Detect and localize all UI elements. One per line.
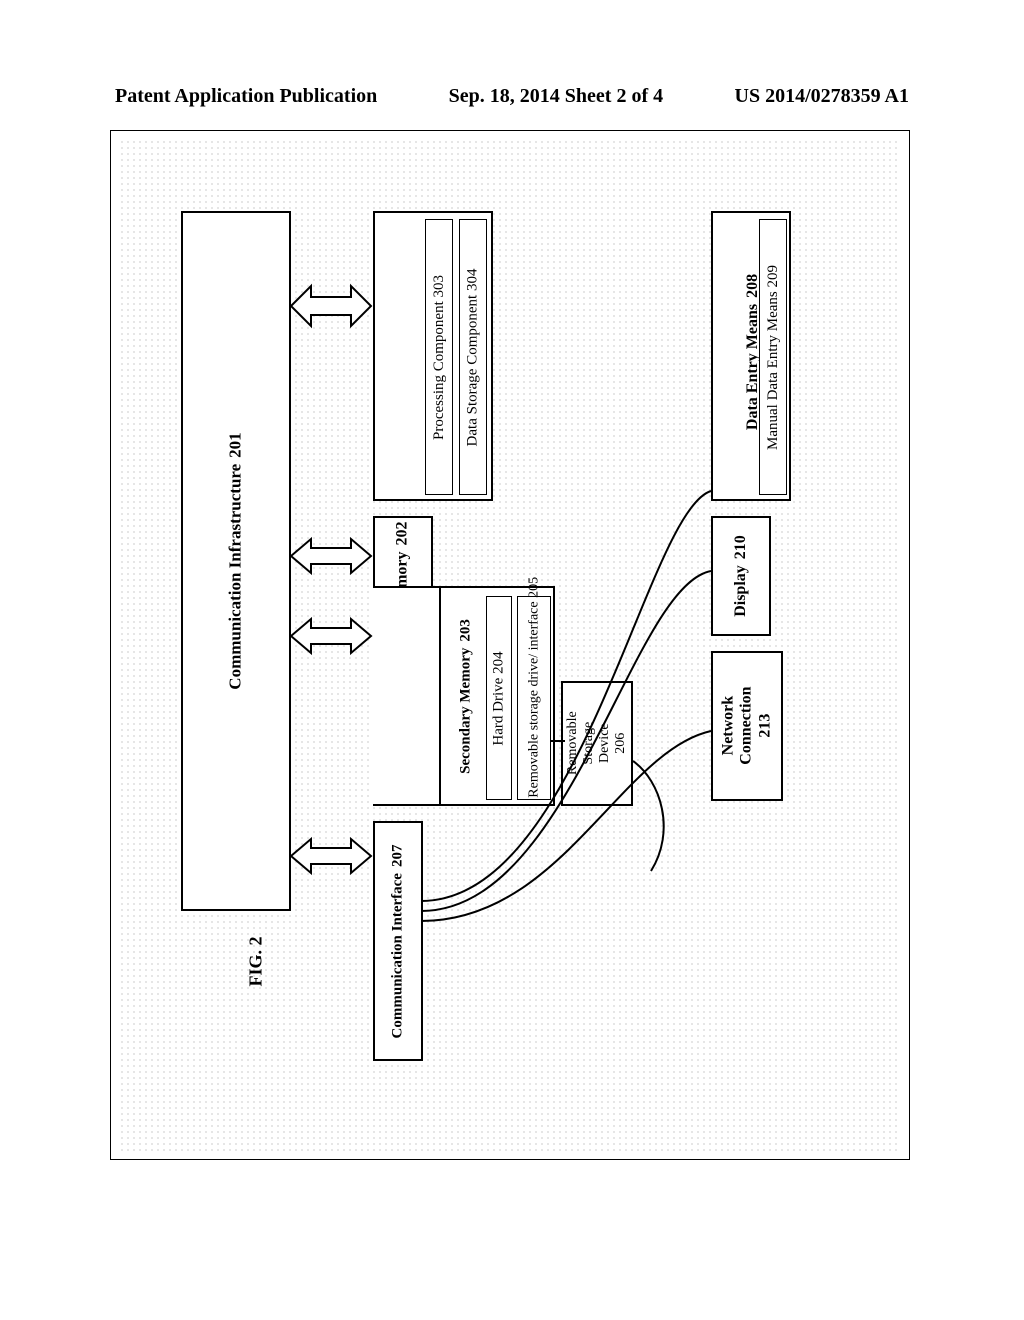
header-left: Patent Application Publication bbox=[115, 85, 377, 108]
network-connection-box: NetworkConnection 213 bbox=[711, 651, 783, 801]
figure-frame: Communication Infrastructure 201 Process… bbox=[110, 130, 910, 1160]
arrow-processor bbox=[291, 271, 371, 341]
curved-links bbox=[421, 431, 721, 921]
comm-interface-num: 207 bbox=[390, 844, 407, 867]
arrow-main-memory bbox=[291, 531, 371, 581]
data-storage-component: Data Storage Component 304 bbox=[465, 268, 482, 446]
manual-entry: Manual Data Entry Means 209 bbox=[765, 265, 782, 450]
figure-label: FIG. 2 bbox=[246, 922, 267, 1002]
page-header: Patent Application Publication Sep. 18, … bbox=[0, 85, 1024, 108]
comm-infra-title: Communication Infrastructure bbox=[226, 464, 246, 690]
display-title: Display bbox=[732, 565, 750, 617]
arrow-comm-interface bbox=[291, 831, 371, 881]
figure-label-text: FIG. 2 bbox=[246, 937, 266, 987]
comm-interface-title: Communication Interface bbox=[390, 873, 407, 1038]
comm-interface-box: Communication Interface 207 bbox=[373, 821, 423, 1061]
net-conn-num: 213 bbox=[756, 687, 774, 765]
manual-entry-box: Manual Data Entry Means 209 bbox=[759, 219, 787, 495]
header-center: Sep. 18, 2014 Sheet 2 of 4 bbox=[449, 85, 663, 108]
processing-component: Processing Component 303 bbox=[431, 275, 448, 440]
data-entry-box: Data Entry Means 208 Manual Data Entry M… bbox=[711, 211, 791, 501]
main-memory-num: 202 bbox=[394, 521, 412, 545]
display-num: 210 bbox=[732, 535, 750, 559]
comm-infra-box: Communication Infrastructure 201 bbox=[181, 211, 291, 911]
arrow-secondary-memory bbox=[291, 611, 371, 661]
header-right: US 2014/0278359 A1 bbox=[735, 85, 909, 108]
comm-infra-num: 201 bbox=[226, 432, 246, 458]
net-conn-title: NetworkConnection bbox=[719, 687, 756, 765]
